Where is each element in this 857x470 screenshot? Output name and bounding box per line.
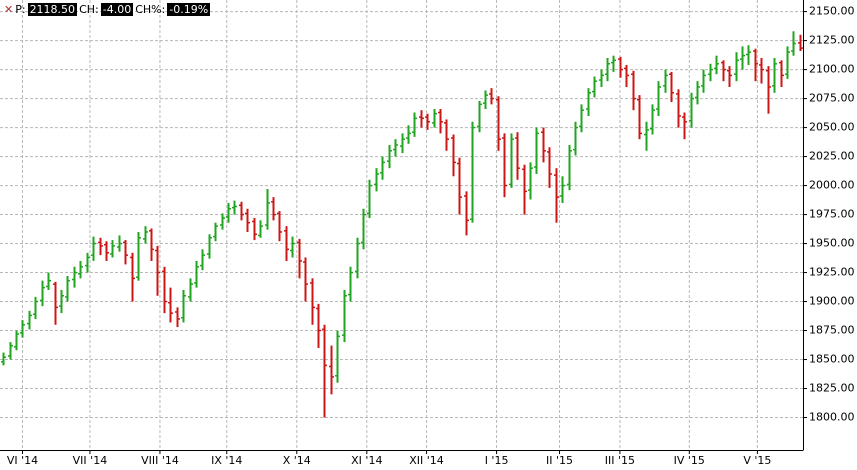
y-tick-label: 2025.00 — [809, 150, 855, 163]
x-tick-label: V '15 — [743, 454, 771, 467]
x-tick-label: XII '14 — [409, 454, 444, 467]
x-tick-label: VI '14 — [7, 454, 38, 467]
x-tick-label: I '15 — [485, 454, 509, 467]
y-tick-label: 1900.00 — [809, 295, 855, 308]
y-tick-label: 1850.00 — [809, 353, 855, 366]
x-tick-label: VII '14 — [73, 454, 108, 467]
y-tick-label: 2000.00 — [809, 179, 855, 192]
change-label: CH: — [79, 3, 99, 16]
change-pct-value: -0.19% — [167, 3, 211, 16]
x-tick-label: VIII '14 — [141, 454, 179, 467]
y-tick-label: 2150.00 — [809, 5, 855, 18]
x-tick-label: X '14 — [283, 454, 311, 467]
y-tick-label: 1925.00 — [809, 266, 855, 279]
y-tick-label: 2100.00 — [809, 63, 855, 76]
y-tick-label: 1875.00 — [809, 324, 855, 337]
y-tick-label: 1950.00 — [809, 237, 855, 250]
x-tick-label: IX '14 — [211, 454, 242, 467]
price-value: 2118.50 — [27, 3, 78, 16]
price-info: ✕ P: 2118.50 CH: -4.00 CH%: -0.19% — [4, 3, 211, 16]
x-tick-label: II '15 — [546, 454, 573, 467]
y-tick-label: 1825.00 — [809, 382, 855, 395]
y-tick-label: 2075.00 — [809, 92, 855, 105]
close-icon[interactable]: ✕ — [4, 3, 14, 16]
change-value: -4.00 — [100, 3, 134, 16]
y-tick-label: 2125.00 — [809, 34, 855, 47]
price-label: P: — [15, 3, 26, 16]
y-tick-label: 1800.00 — [809, 411, 855, 424]
x-tick-label: IV '15 — [674, 454, 705, 467]
x-tick-label: XI '14 — [351, 454, 382, 467]
x-tick-label: III '15 — [605, 454, 635, 467]
y-tick-label: 1975.00 — [809, 208, 855, 221]
y-tick-label: 2050.00 — [809, 121, 855, 134]
change-pct-label: CH%: — [135, 3, 166, 16]
